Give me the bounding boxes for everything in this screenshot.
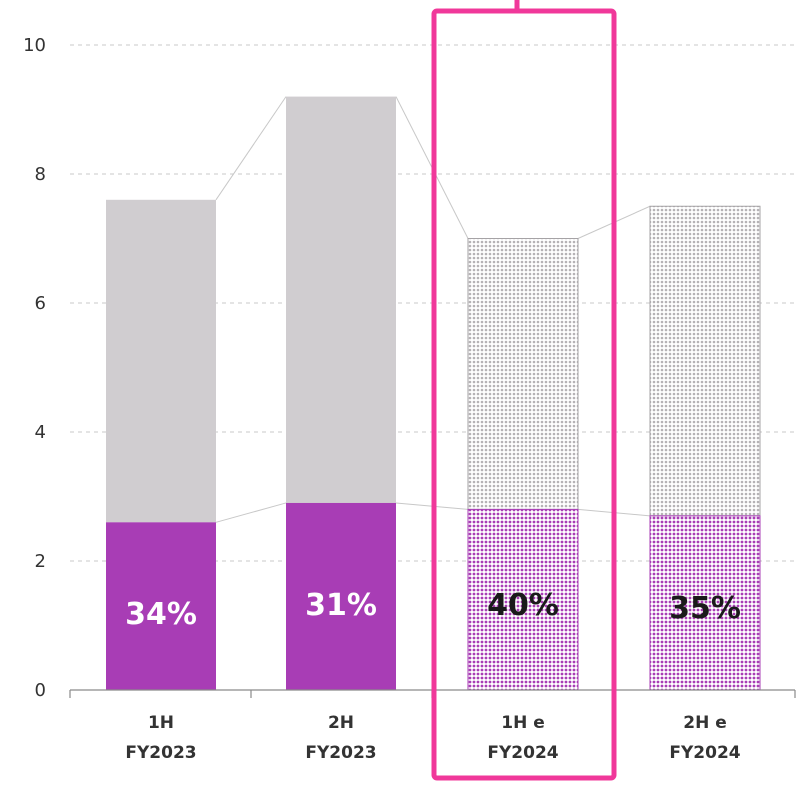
highlight-rectangle	[431, 8, 617, 781]
x-tick-label: FY2024	[487, 743, 558, 763]
bar-upper	[649, 205, 761, 517]
bar-lower	[286, 502, 396, 690]
x-tick-label: FY2023	[125, 743, 196, 763]
y-axis-ticks: 0 2 4 6 8 10	[23, 35, 46, 701]
data-labels: 34% 31% 40% 35%	[125, 588, 741, 632]
y-tick-label: 10	[23, 35, 46, 56]
y-tick-label: 4	[35, 422, 46, 443]
x-tick-label: 1H	[148, 713, 174, 733]
bar-upper	[467, 238, 579, 510]
y-tick-label: 8	[35, 164, 46, 185]
highlight-box	[431, 0, 617, 781]
y-tick-label: 0	[35, 680, 46, 701]
data-label: 35%	[669, 591, 741, 626]
x-tick-label: 1H e	[501, 713, 545, 733]
x-axis-labels: 1H FY2023 2H FY2023 1H e FY2024 2H e FY2024	[125, 713, 740, 763]
x-tick-label: 2H	[328, 713, 354, 733]
x-tick-label: FY2024	[669, 743, 740, 763]
data-label: 34%	[125, 597, 197, 632]
bar-lower	[467, 508, 579, 691]
y-tick-label: 2	[35, 551, 46, 572]
connector-line-total	[215, 96, 287, 201]
bar-lower	[649, 515, 761, 691]
bar-upper	[106, 199, 216, 523]
bar-lower	[106, 522, 216, 690]
x-tick-label: 2H e	[683, 713, 727, 733]
x-tick-label: FY2023	[305, 743, 376, 763]
y-tick-label: 6	[35, 293, 46, 314]
connector-line-lower	[215, 502, 287, 523]
bar-upper	[286, 96, 396, 503]
data-label: 40%	[487, 588, 559, 623]
data-label: 31%	[305, 588, 377, 623]
bars	[106, 96, 761, 691]
